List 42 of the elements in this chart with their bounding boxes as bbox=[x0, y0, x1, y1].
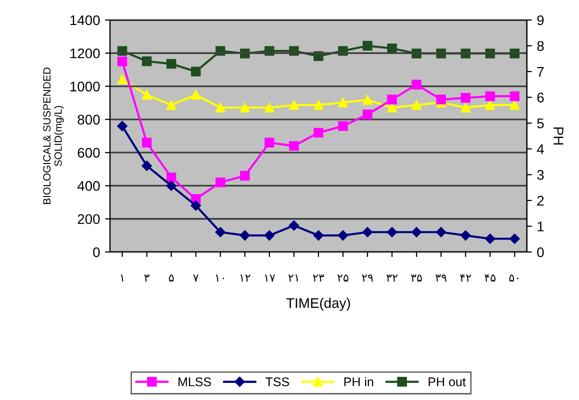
x-tick-label: ۷ bbox=[193, 274, 198, 282]
y2-tick-label: 3 bbox=[537, 170, 544, 180]
y-tick-label: 400 bbox=[77, 181, 100, 191]
y-axis-title: BIOLOGICAL& SUSPENDED SOLID(mg/L) bbox=[43, 68, 64, 204]
x-tick-label: ۱ bbox=[120, 274, 124, 282]
x-axis-title: TIME(day) bbox=[286, 298, 350, 311]
legend-label: PH in bbox=[344, 377, 374, 386]
x-tick-label: ۲۳ bbox=[312, 274, 324, 282]
x-tick-label: ۲۱ bbox=[288, 274, 298, 282]
y2-axis-title: PH bbox=[554, 127, 564, 145]
x-tick-label: ۴۵ bbox=[484, 274, 496, 282]
legend-label: MLSS bbox=[178, 377, 211, 386]
x-tick-label: ۵۰ bbox=[509, 274, 518, 282]
y-tick-label: 1400 bbox=[70, 15, 100, 26]
x-tick-label: ۵ bbox=[168, 274, 174, 282]
y2-tick-label: 9 bbox=[537, 15, 544, 26]
y2-tick-label: 2 bbox=[537, 196, 544, 206]
y-tick-label: 1200 bbox=[70, 48, 100, 58]
x-tick-label: ۲۵ bbox=[337, 274, 348, 282]
y-tick-label: 800 bbox=[78, 114, 100, 125]
y-tick-label: 600 bbox=[78, 148, 100, 158]
y-tick-label: 1000 bbox=[70, 82, 100, 92]
x-tick-label: ۳ bbox=[144, 274, 150, 282]
y2-tick-label: 8 bbox=[537, 41, 544, 51]
x-tick-label: ۳۵ bbox=[410, 274, 422, 282]
x-tick-label: ۱۲ bbox=[240, 274, 250, 282]
y-tick-label: 0 bbox=[93, 247, 100, 258]
y2-tick-label: 4 bbox=[536, 144, 544, 154]
x-tick-label: ۳۲ bbox=[386, 274, 398, 282]
x-tick-label: ۴۲ bbox=[460, 274, 472, 282]
y2-tick-label: 7 bbox=[537, 67, 544, 77]
y2-tick-label: 0 bbox=[537, 247, 544, 258]
y2-tick-label: 1 bbox=[538, 222, 544, 232]
x-tick-label: ۳۹ bbox=[436, 274, 447, 282]
x-tick-label: ۱۰ bbox=[216, 274, 224, 282]
y-tick-label: 200 bbox=[78, 214, 100, 224]
x-tick-label: ۱۷ bbox=[264, 274, 276, 282]
y2-tick-label: 5 bbox=[537, 118, 544, 128]
legend-label: TSS bbox=[266, 377, 290, 386]
y2-tick-label: 6 bbox=[537, 92, 544, 103]
legend-label: PH out bbox=[428, 378, 466, 386]
x-tick-label: ۲۹ bbox=[362, 274, 373, 282]
